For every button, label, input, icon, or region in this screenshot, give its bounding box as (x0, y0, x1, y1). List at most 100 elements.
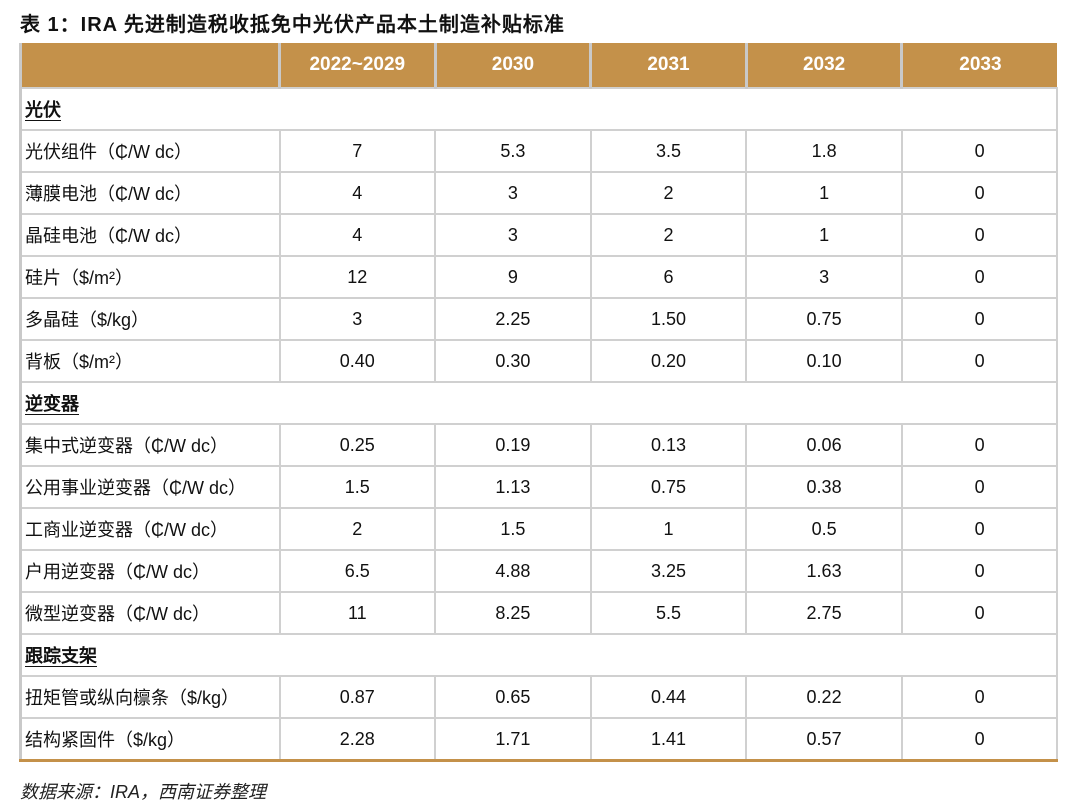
row-label: 背板（$/m²） (19, 339, 281, 383)
value-cell: 1.8 (745, 129, 903, 173)
value-cell: 0 (900, 171, 1059, 215)
row-label: 光伏组件（₵/W dc） (19, 129, 281, 173)
value-cell: 2 (589, 213, 748, 257)
table-title: 表 1：IRA 先进制造税收抵免中光伏产品本土制造补贴标准 (20, 14, 565, 36)
table-row: 集中式逆变器（₵/W dc） 0.25 0.19 0.13 0.06 0 (19, 423, 1059, 467)
value-cell: 4.88 (434, 549, 592, 593)
value-cell: 0 (900, 255, 1059, 299)
value-cell: 12 (278, 255, 437, 299)
table-row: 多晶硅（$/kg） 3 2.25 1.50 0.75 0 (19, 297, 1059, 341)
table-row: 公用事业逆变器（₵/W dc） 1.5 1.13 0.75 0.38 0 (19, 465, 1059, 509)
table-row: 户用逆变器（₵/W dc） 6.5 4.88 3.25 1.63 0 (19, 549, 1059, 593)
table-row: 微型逆变器（₵/W dc） 11 8.25 5.5 2.75 0 (19, 591, 1059, 635)
value-cell: 2 (278, 507, 437, 551)
value-cell: 0 (900, 549, 1059, 593)
value-cell: 1.13 (434, 465, 592, 509)
value-cell: 5.3 (434, 129, 592, 173)
section-row: 跟踪支架 (19, 633, 1059, 677)
row-label: 多晶硅（$/kg） (19, 297, 281, 341)
table-row: 薄膜电池（₵/W dc） 4 3 2 1 0 (19, 171, 1059, 215)
header-row: 2022~2029 2030 2031 2032 2033 (19, 43, 1058, 88)
header-cell-year: 2022~2029 (278, 43, 436, 88)
header-cell-blank (19, 43, 280, 88)
header-cell-year: 2030 (433, 43, 591, 88)
value-cell: 3.5 (589, 129, 748, 173)
value-cell: 0.19 (434, 423, 592, 467)
row-label: 集中式逆变器（₵/W dc） (19, 423, 281, 467)
table-row: 光伏组件（₵/W dc） 7 5.3 3.5 1.8 0 (19, 129, 1059, 173)
value-cell: 2.75 (745, 591, 903, 635)
value-cell: 3 (434, 171, 592, 215)
value-cell: 0.65 (434, 675, 592, 719)
value-cell: 3 (434, 213, 592, 257)
value-cell: 1.5 (434, 507, 592, 551)
section-heading: 光伏 (19, 87, 1059, 131)
value-cell: 0.30 (434, 339, 592, 383)
section-row: 逆变器 (19, 381, 1059, 425)
value-cell: 9 (434, 255, 592, 299)
row-label: 户用逆变器（₵/W dc） (19, 549, 281, 593)
value-cell: 0.44 (589, 675, 748, 719)
header-cell-year: 2032 (744, 43, 902, 88)
value-cell: 0 (900, 129, 1059, 173)
row-label: 硅片（$/m²） (19, 255, 281, 299)
table-row: 结构紧固件（$/kg） 2.28 1.71 1.41 0.57 0 (19, 717, 1059, 762)
row-label: 结构紧固件（$/kg） (19, 717, 281, 762)
value-cell: 3.25 (589, 549, 748, 593)
value-cell: 1.71 (434, 717, 592, 762)
value-cell: 8.25 (434, 591, 592, 635)
value-cell: 1.50 (589, 297, 748, 341)
section-row: 光伏 (19, 87, 1059, 131)
value-cell: 0.13 (589, 423, 748, 467)
value-cell: 0.38 (745, 465, 903, 509)
value-cell: 0.10 (745, 339, 903, 383)
section-heading: 逆变器 (19, 381, 1059, 425)
header-cell-year: 2033 (900, 43, 1058, 88)
value-cell: 0.75 (589, 465, 748, 509)
row-label: 工商业逆变器（₵/W dc） (19, 507, 281, 551)
table-row: 扭矩管或纵向檩条（$/kg） 0.87 0.65 0.44 0.22 0 (19, 675, 1059, 719)
value-cell: 0 (900, 717, 1059, 762)
value-cell: 0 (900, 339, 1059, 383)
table-row: 硅片（$/m²） 12 9 6 3 0 (19, 255, 1059, 299)
row-label: 扭矩管或纵向檩条（$/kg） (19, 675, 281, 719)
value-cell: 1.41 (589, 717, 748, 762)
value-cell: 0.20 (589, 339, 748, 383)
table-row: 工商业逆变器（₵/W dc） 2 1.5 1 0.5 0 (19, 507, 1059, 551)
value-cell: 11 (278, 591, 437, 635)
value-cell: 4 (278, 171, 437, 215)
value-cell: 0.06 (745, 423, 903, 467)
value-cell: 0.87 (278, 675, 437, 719)
value-cell: 2.25 (434, 297, 592, 341)
value-cell: 2.28 (278, 717, 437, 762)
value-cell: 1 (745, 213, 903, 257)
value-cell: 0 (900, 297, 1059, 341)
section-heading: 跟踪支架 (19, 633, 1059, 677)
value-cell: 4 (278, 213, 437, 257)
row-label: 晶硅电池（₵/W dc） (19, 213, 281, 257)
value-cell: 0.75 (745, 297, 903, 341)
row-label: 微型逆变器（₵/W dc） (19, 591, 281, 635)
value-cell: 0.40 (278, 339, 437, 383)
value-cell: 6.5 (278, 549, 437, 593)
value-cell: 0.5 (745, 507, 903, 551)
table-row: 背板（$/m²） 0.40 0.30 0.20 0.10 0 (19, 339, 1059, 383)
row-label: 公用事业逆变器（₵/W dc） (19, 465, 281, 509)
value-cell: 0.25 (278, 423, 437, 467)
value-cell: 0 (900, 591, 1059, 635)
value-cell: 0.22 (745, 675, 903, 719)
value-cell: 0 (900, 465, 1059, 509)
value-cell: 3 (278, 297, 437, 341)
value-cell: 6 (589, 255, 748, 299)
data-source-note: 数据来源：IRA，西南证券整理 (20, 782, 267, 802)
value-cell: 2 (589, 171, 748, 215)
row-label: 薄膜电池（₵/W dc） (19, 171, 281, 215)
subsidy-table: 2022~2029 2030 2031 2032 2033 光伏 光伏组件（₵/W dc）… (19, 43, 1059, 762)
value-cell: 0.57 (745, 717, 903, 762)
value-cell: 1 (745, 171, 903, 215)
value-cell: 0 (900, 423, 1059, 467)
value-cell: 3 (745, 255, 903, 299)
value-cell: 1.5 (278, 465, 437, 509)
value-cell: 0 (900, 507, 1059, 551)
value-cell: 0 (900, 213, 1059, 257)
